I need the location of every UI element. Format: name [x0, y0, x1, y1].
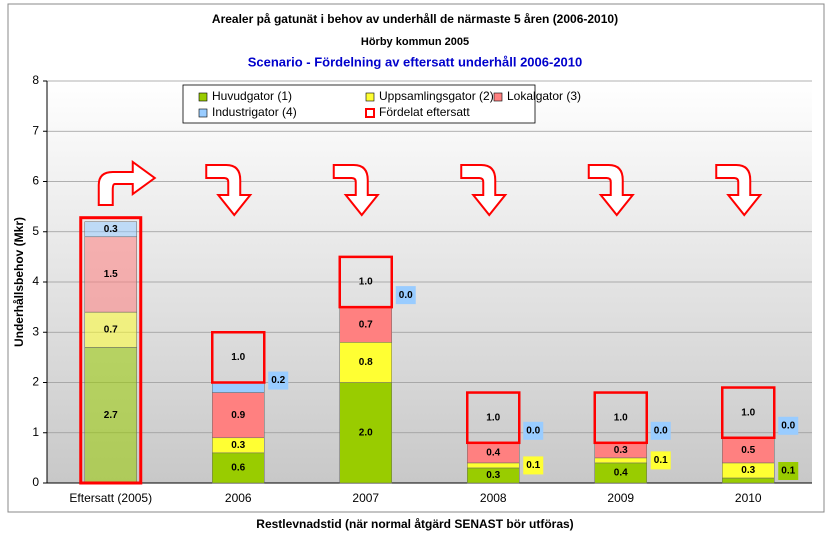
data-label: 0.0 — [781, 420, 795, 431]
y-tick-label: 1 — [32, 425, 39, 439]
data-label: 0.4 — [486, 447, 500, 458]
x-tick-label: 2010 — [735, 491, 762, 505]
data-label: 0.1 — [654, 455, 668, 466]
data-label: 1.5 — [104, 269, 118, 280]
bar-segment — [339, 306, 392, 343]
x-tick-label: 2008 — [480, 491, 507, 505]
y-tick-label: 3 — [32, 324, 39, 338]
y-axis-title: Underhållsbehov (Mkr) — [12, 217, 26, 347]
y-tick-label: 0 — [32, 475, 39, 489]
arrow-icon — [460, 164, 508, 217]
data-label: 0.0 — [654, 425, 668, 436]
y-tick-label: 7 — [32, 123, 39, 137]
data-label-box — [650, 421, 671, 440]
data-label: 2.7 — [104, 410, 118, 421]
distributed-box — [721, 386, 776, 440]
scenario-title: Scenario - Fördelning av eftersatt under… — [248, 54, 583, 69]
legend-swatch — [493, 92, 503, 102]
data-label: 0.3 — [614, 445, 628, 456]
data-label: 0.7 — [104, 324, 118, 335]
data-label: 0.3 — [486, 470, 500, 481]
data-label: 0.8 — [359, 357, 373, 368]
data-label: 0.3 — [231, 440, 245, 451]
data-label: 0.0 — [399, 290, 413, 301]
distributed-box — [593, 391, 648, 445]
x-tick-label: 2007 — [352, 491, 379, 505]
data-label-box — [268, 371, 289, 390]
bar-segment — [594, 457, 647, 464]
data-label-box — [650, 451, 671, 470]
legend — [182, 84, 536, 124]
arrow-icon — [97, 160, 157, 206]
data-label: 1.0 — [486, 412, 500, 423]
arrow-icon — [715, 164, 763, 217]
chart-subtitle: Hörby kommun 2005 — [361, 36, 469, 48]
bar-segment — [84, 347, 137, 484]
legend-swatch — [198, 108, 208, 118]
data-label-box — [523, 456, 544, 475]
y-tick-label: 4 — [32, 274, 39, 288]
data-label: 0.9 — [231, 410, 245, 421]
x-tick-label: 2009 — [607, 491, 634, 505]
data-label: 0.7 — [359, 319, 373, 330]
bar-segment — [467, 462, 520, 469]
data-label: 0.1 — [781, 466, 795, 477]
data-label: 1.0 — [359, 277, 373, 288]
x-tick-label: Eftersatt (2005) — [69, 491, 152, 505]
bar-segment — [339, 382, 392, 484]
arrow-icon — [332, 164, 380, 217]
legend-label: Uppsamlingsgator (2) — [379, 89, 494, 103]
data-label-box — [778, 462, 799, 480]
arrow-icon — [205, 164, 253, 217]
data-label: 0.2 — [271, 375, 285, 386]
y-tick-label: 8 — [32, 73, 39, 87]
y-tick-label: 5 — [32, 224, 39, 238]
data-label-box — [395, 286, 416, 305]
data-label: 0.0 — [526, 425, 540, 436]
bar-segment — [212, 452, 265, 484]
bar-segment — [722, 477, 775, 484]
legend-swatch — [198, 92, 208, 102]
legend-label: Fördelat eftersatt — [379, 105, 470, 119]
bar-segment — [722, 437, 775, 464]
data-label: 1.0 — [741, 407, 755, 418]
bar-segment — [212, 392, 265, 439]
bar-segment — [84, 221, 137, 238]
distributed-outline — [79, 216, 143, 485]
data-label: 2.0 — [359, 427, 373, 438]
distributed-box — [211, 331, 266, 384]
y-tick-label: 2 — [32, 375, 39, 389]
data-label: 0.4 — [614, 468, 628, 479]
data-label: 0.3 — [741, 465, 755, 476]
distributed-box — [338, 255, 393, 309]
arrow-icon — [587, 164, 635, 217]
bar-segment — [212, 382, 265, 393]
legend-label: Lokalgator (3) — [507, 89, 581, 103]
bar-segment — [84, 236, 137, 313]
bar-segment — [84, 311, 137, 348]
y-tick-label: 6 — [32, 174, 39, 188]
distributed-box — [466, 391, 521, 445]
data-label: 0.5 — [741, 445, 755, 456]
data-label: 0.1 — [526, 460, 540, 471]
x-tick-label: 2006 — [225, 491, 252, 505]
legend-swatch — [365, 92, 375, 102]
data-label: 1.0 — [614, 412, 628, 423]
data-label-box — [778, 416, 799, 435]
data-label-box — [523, 421, 544, 440]
data-label: 1.0 — [231, 352, 245, 363]
data-label: 0.3 — [104, 224, 118, 235]
legend-label: Industrigator (4) — [212, 105, 297, 119]
legend-swatch — [365, 108, 375, 118]
chart-title: Arealer på gatunät i behov av underhåll … — [212, 12, 618, 26]
x-axis-title: Restlevnadstid (när normal åtgärd SENAST… — [256, 517, 573, 531]
data-label: 0.6 — [231, 463, 245, 474]
legend-label: Huvudgator (1) — [212, 89, 292, 103]
